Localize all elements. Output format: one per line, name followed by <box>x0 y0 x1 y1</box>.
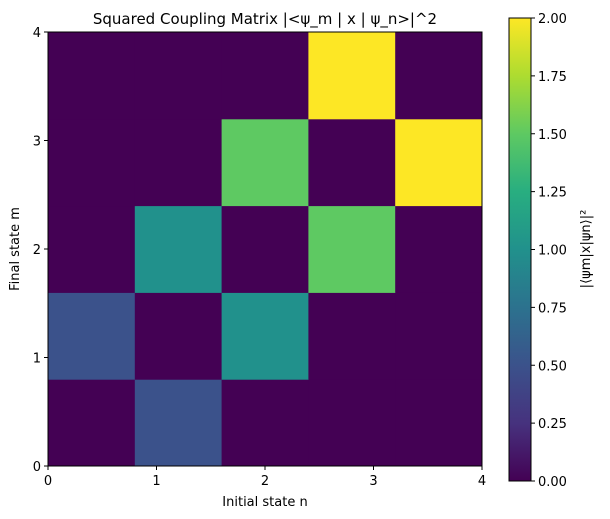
heatmap-cell-m3-n0 <box>48 118 136 207</box>
y-tick-label: 1 <box>33 352 41 367</box>
heatmap-cells <box>48 32 483 467</box>
colorbar <box>508 17 532 482</box>
y-axis-label: Final state m <box>8 207 23 291</box>
x-tick-label: 3 <box>369 474 377 489</box>
heatmap-cell-m4-n3 <box>308 32 396 120</box>
x-tick-label: 2 <box>261 474 269 489</box>
x-tick-label: 1 <box>152 474 160 489</box>
x-tick-label: 0 <box>44 474 52 489</box>
heatmap-cell-m3-n2 <box>221 118 309 207</box>
y-axis-ticks: 0 1 2 3 4 <box>33 26 48 475</box>
colorbar-tick-label: 0.50 <box>538 359 567 374</box>
heatmap-cell-m1-n0 <box>48 292 136 380</box>
heatmap-cell-m2-n0 <box>48 205 136 293</box>
chart-title: Squared Coupling Matrix |<ψ_m | x | ψ_n>… <box>93 10 437 29</box>
y-tick-label: 3 <box>33 135 41 150</box>
y-tick-label: 4 <box>33 26 41 41</box>
heatmap-cell-m2-n1 <box>134 205 223 293</box>
colorbar-tick-label: 0.00 <box>538 475 567 490</box>
heatmap-cell-m4-n4 <box>395 32 483 120</box>
colorbar-label: |⟨ψm|x|ψn⟩|² <box>579 210 594 289</box>
colorbar-tick-label: 0.75 <box>538 301 567 316</box>
colorbar-tick-label: 1.75 <box>538 70 567 85</box>
y-tick-label: 0 <box>33 460 41 475</box>
y-tick-label: 2 <box>33 243 41 258</box>
heatmap-cell-m4-n2 <box>221 32 309 120</box>
heatmap-cell-m4-n1 <box>134 32 223 120</box>
heatmap-cell-m3-n4 <box>395 118 483 207</box>
heatmap-cell-m0-n3 <box>308 379 396 467</box>
heatmap-cell-m0-n2 <box>221 379 309 467</box>
colorbar-tick-label: 1.50 <box>538 128 567 143</box>
colorbar-tick-label: 1.25 <box>538 186 567 201</box>
heatmap-cell-m0-n4 <box>395 379 483 467</box>
heatmap-cell-m0-n1 <box>134 379 223 467</box>
x-axis-label: Initial state n <box>222 495 307 510</box>
heatmap-cell-m2-n3 <box>308 205 396 293</box>
heatmap-cell-m0-n0 <box>48 379 136 467</box>
colorbar-tick-label: 0.25 <box>538 417 567 432</box>
heatmap-cell-m2-n4 <box>395 205 483 293</box>
colorbar-ticks: 0.00 0.25 0.50 0.75 1.00 1.25 1.50 1.75 2.00 <box>531 12 567 490</box>
heatmap-cell-m1-n2 <box>221 292 309 380</box>
x-axis-ticks: 0 1 2 3 4 <box>44 466 486 489</box>
heatmap-cell-m3-n1 <box>134 118 223 207</box>
heatmap-cell-m4-n0 <box>48 32 136 120</box>
heatmap-cell-m1-n4 <box>395 292 483 380</box>
heatmap-cell-m3-n3 <box>308 118 396 207</box>
colorbar-tick-label: 2.00 <box>538 12 567 27</box>
heatmap-cell-m1-n1 <box>134 292 223 380</box>
colorbar-tick-label: 1.00 <box>538 244 567 259</box>
x-tick-label: 4 <box>478 474 486 489</box>
heatmap-cell-m1-n3 <box>308 292 396 380</box>
heatmap-cell-m2-n2 <box>221 205 309 293</box>
